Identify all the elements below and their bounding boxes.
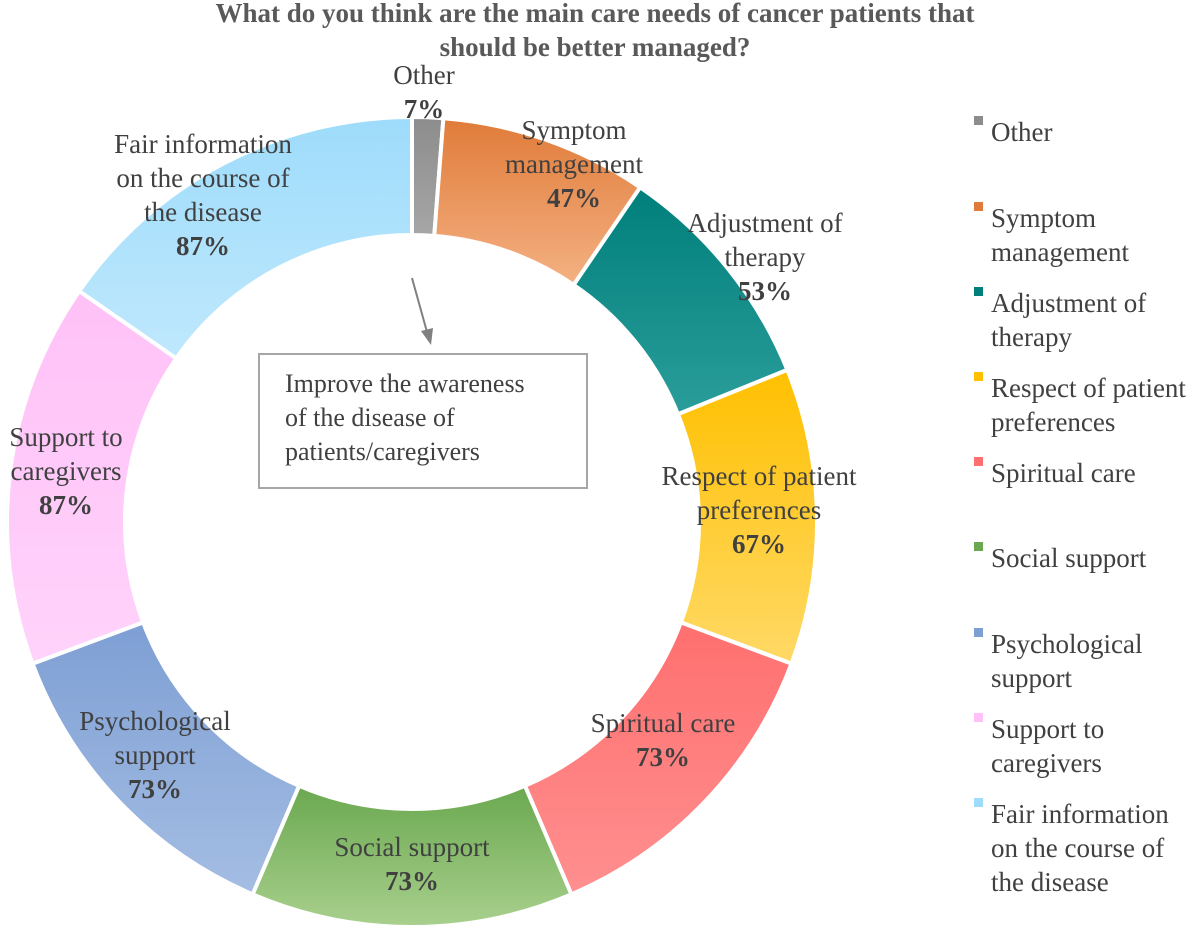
legend-swatch: [974, 542, 983, 551]
legend-label: Social support: [991, 543, 1147, 573]
legend-label: the disease: [991, 867, 1109, 897]
slice-value-label: 47%: [547, 183, 601, 213]
callout-text-line: patients/caregivers: [285, 437, 480, 466]
callout: Improve the awareness of the disease of pa…: [258, 277, 588, 489]
slice-label-text: Adjustment of: [687, 208, 842, 238]
slice-label-spiritual-care: Spiritual care 73%: [591, 708, 736, 772]
slice-label-text: Fair information: [114, 129, 292, 159]
legend-swatch: [974, 116, 983, 125]
legend-label: Support to: [991, 714, 1104, 744]
slice-label-text: Respect of patient: [662, 461, 857, 491]
legend-item-respect-of-patient-preferences: Respect of patient preferences: [974, 372, 1186, 437]
legend-label: Psychological: [991, 629, 1142, 659]
slice-value-label: 7%: [404, 94, 445, 124]
chart-title-line: should be better managed?: [440, 32, 751, 62]
legend-swatch: [974, 798, 983, 807]
slice-label-psychological-support: Psychological support 73%: [79, 706, 230, 804]
slice-label-text: on the course of: [116, 163, 289, 193]
slice-fair-information-on-the-course-of-the-disease: [76, 114, 414, 362]
legend-label: support: [991, 663, 1072, 693]
slice-label-text: Symptom: [521, 115, 626, 145]
legend-swatch: [974, 202, 983, 211]
chart-title: What do you think are the main care need…: [216, 0, 975, 62]
legend-item-spiritual-care: Spiritual care: [974, 457, 1136, 488]
legend-swatch: [974, 287, 983, 296]
slice-label-text: Social support: [334, 832, 490, 862]
legend: Other Symptom management Adjustment of thera…: [974, 116, 1186, 897]
slice-label-social-support: Social support 73%: [334, 832, 490, 896]
legend-label: therapy: [991, 322, 1072, 352]
legend-item-symptom-management: Symptom management: [974, 202, 1129, 267]
slice-value-label: 73%: [636, 742, 690, 772]
legend-swatch: [974, 372, 983, 381]
slice-label-text: Other: [393, 60, 454, 90]
slice-label-text: management: [505, 149, 643, 179]
slice-value-label: 87%: [176, 231, 230, 261]
slice-label-text: the disease: [144, 197, 262, 227]
callout-arrow-line: [411, 277, 428, 333]
slice-value-label: 67%: [732, 529, 786, 559]
slice-value-label: 53%: [738, 276, 792, 306]
slice-label-text: Support to: [9, 422, 122, 452]
callout-arrow-head: [421, 328, 433, 345]
callout-box: [258, 353, 588, 489]
slice-value-label: 87%: [39, 490, 93, 520]
donut-slices: [5, 114, 819, 929]
legend-item-adjustment-of-therapy: Adjustment of therapy: [974, 287, 1146, 352]
callout-text-line: of the disease of: [285, 403, 455, 432]
slice-value-label: 73%: [128, 774, 182, 804]
slice-label-fair-information-on-the-course-of-the-disease: Fair information on the course of the dise…: [114, 129, 292, 261]
legend-item-social-support: Social support: [974, 542, 1147, 573]
legend-label: Spiritual care: [991, 458, 1136, 488]
slice-label-text: Spiritual care: [591, 708, 736, 738]
callout-text-line: Improve the awareness: [285, 369, 525, 398]
legend-label: Respect of patient: [991, 373, 1186, 403]
slice-label-text: therapy: [725, 242, 806, 272]
legend-label: Adjustment of: [991, 288, 1146, 318]
slice-label-other: Other 7%: [393, 60, 454, 124]
slice-label-text: caregivers: [11, 456, 122, 486]
legend-item-other: Other: [974, 116, 1052, 147]
slice-value-label: 73%: [385, 866, 439, 896]
slice-label-text: Psychological: [79, 706, 230, 736]
legend-label: caregivers: [991, 748, 1102, 778]
legend-item-fair-information-on-the-course-of-the-disease: Fair information on the course of the dise…: [974, 798, 1169, 897]
legend-swatch: [974, 628, 983, 637]
legend-label: Symptom: [991, 203, 1096, 233]
legend-swatch: [974, 457, 983, 466]
legend-label: preferences: [991, 407, 1115, 437]
slice-label-adjustment-of-therapy: Adjustment of therapy 53%: [687, 208, 842, 306]
legend-label: on the course of: [991, 833, 1164, 863]
legend-label: Other: [991, 117, 1052, 147]
slice-label-text: support: [115, 740, 196, 770]
legend-label: Fair information: [991, 799, 1169, 829]
legend-item-support-to-caregivers: Support to caregivers: [974, 713, 1104, 778]
slice-label-symptom-management: Symptom management 47%: [505, 115, 643, 213]
slice-label-support-to-caregivers: Support to caregivers 87%: [9, 422, 122, 520]
legend-label: management: [991, 237, 1129, 267]
legend-swatch: [974, 713, 983, 722]
legend-item-psychological-support: Psychological support: [974, 628, 1142, 693]
slice-label-text: preferences: [697, 495, 821, 525]
chart-title-line: What do you think are the main care need…: [216, 0, 975, 28]
slice-labels: Other 7% Symptom management 47% Adjustment of…: [9, 60, 857, 896]
slice-label-respect-of-patient-preferences: Respect of patient preferences 67%: [662, 461, 857, 559]
